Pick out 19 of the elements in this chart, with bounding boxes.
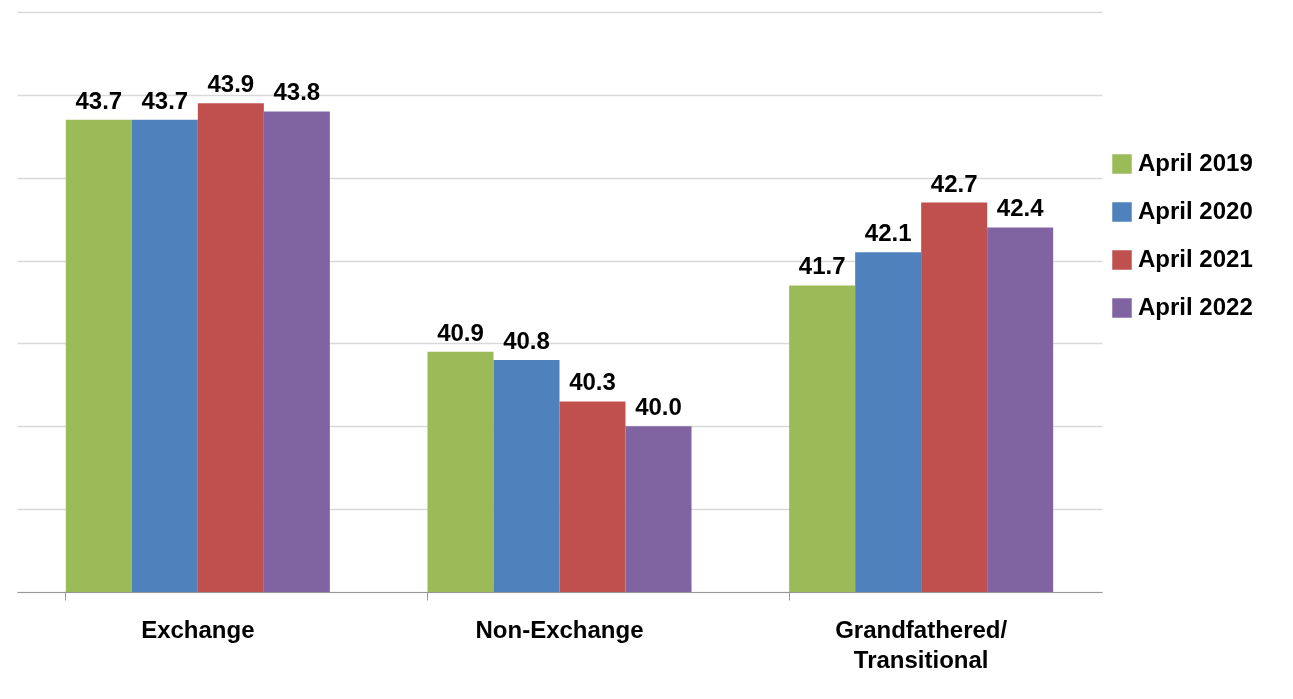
data-label: 40.0 xyxy=(635,393,682,421)
data-label: 40.9 xyxy=(437,318,484,346)
data-label: 43.7 xyxy=(141,86,189,114)
data-label: 40.8 xyxy=(503,327,550,354)
data-label: 43.7 xyxy=(75,86,123,114)
data-label: 42.4 xyxy=(996,194,1045,222)
legend-label: April 2022 xyxy=(1138,293,1253,320)
data-label: 43.9 xyxy=(207,70,255,98)
data-label: 41.7 xyxy=(798,252,846,280)
data-label: 40.3 xyxy=(569,368,616,396)
legend-label: April 2021 xyxy=(1138,245,1253,272)
legend-label: April 2020 xyxy=(1138,197,1253,224)
data-label: 43.8 xyxy=(273,78,321,106)
data-label: 42.7 xyxy=(930,169,978,197)
x-tick-label: Non-Exchange xyxy=(475,615,644,643)
x-tick-label: Exchange xyxy=(141,615,255,643)
data-label: 42.1 xyxy=(864,219,912,247)
legend-label: April 2019 xyxy=(1138,149,1253,176)
x-tick-label: Grandfathered/ Transitional xyxy=(835,615,1008,673)
